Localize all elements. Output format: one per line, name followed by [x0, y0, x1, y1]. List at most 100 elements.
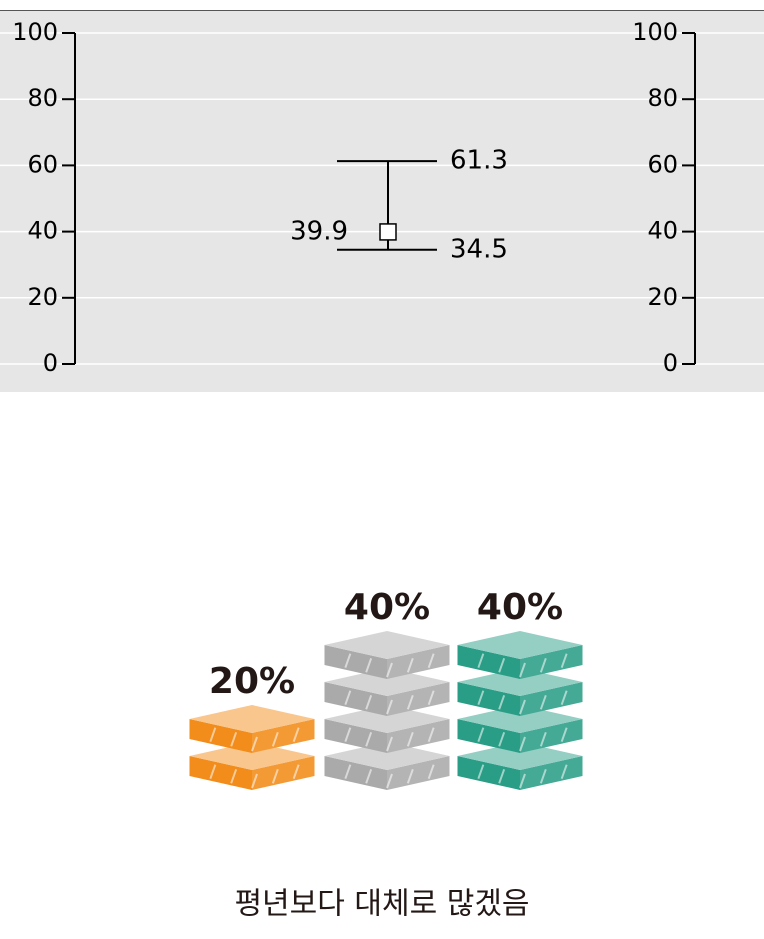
- layer-stripe: [519, 736, 526, 752]
- layer-stripe: [365, 768, 373, 784]
- y2-tick-label: 80: [647, 84, 678, 112]
- layer-front-right: [387, 756, 450, 790]
- block-layer: [457, 668, 583, 716]
- layer-stripe: [498, 731, 506, 747]
- layer-stripe: [477, 690, 485, 706]
- layer-stripe: [344, 653, 352, 669]
- layer-front-left: [324, 719, 387, 753]
- layer-stripe: [406, 768, 414, 784]
- point-marker: [379, 223, 397, 241]
- y-tick-label: 40: [27, 217, 58, 245]
- block-layer: [324, 631, 450, 679]
- layer-front-left: [189, 719, 252, 753]
- layer-front-left: [457, 682, 520, 716]
- layer-stripe: [427, 727, 435, 743]
- layer-stripe: [560, 690, 568, 706]
- value-label: 39.9: [290, 216, 348, 246]
- layer-stripe: [477, 727, 485, 743]
- value-label: 40%: [344, 587, 430, 628]
- y2-tick-label: 100: [632, 18, 678, 46]
- layer-stripe: [519, 699, 526, 715]
- layer-stripe: [519, 662, 526, 678]
- layer-front-right: [387, 645, 450, 679]
- y-tick-label: 60: [27, 150, 58, 178]
- layer-stripe: [230, 731, 238, 747]
- layer-stripe: [498, 768, 506, 784]
- value-label: 40%: [477, 587, 563, 628]
- layer-stripe: [344, 727, 352, 743]
- layer-stripe: [539, 731, 547, 747]
- layer-top: [324, 742, 450, 770]
- layer-stripe: [498, 657, 506, 673]
- y2-tick-label: 60: [647, 150, 678, 178]
- layer-stripe: [539, 657, 547, 673]
- low-label: 34.5: [450, 234, 508, 264]
- block-stack: [189, 705, 315, 790]
- layer-stripe: [365, 731, 373, 747]
- layer-stripe: [292, 727, 300, 743]
- layer-stripe: [386, 699, 393, 715]
- layer-stripe: [427, 764, 435, 780]
- layer-stripe: [386, 662, 393, 678]
- block-layer: [324, 705, 450, 753]
- layer-stripe: [560, 727, 568, 743]
- y2-tick-label: 20: [647, 283, 678, 311]
- layer-stripe: [271, 731, 279, 747]
- block-layer: [189, 705, 315, 753]
- layer-stripe: [209, 727, 217, 743]
- layer-top: [457, 631, 583, 659]
- layer-stripe: [406, 657, 414, 673]
- layer-top: [189, 705, 315, 733]
- layer-front-left: [189, 756, 252, 790]
- y-tick-label: 100: [12, 18, 58, 46]
- layer-stripe: [271, 768, 279, 784]
- layer-top: [457, 742, 583, 770]
- layer-top: [324, 631, 450, 659]
- layer-top: [457, 705, 583, 733]
- layer-front-right: [387, 719, 450, 753]
- high-label: 61.3: [450, 146, 508, 176]
- layer-front-left: [324, 756, 387, 790]
- layer-stripe: [477, 653, 485, 669]
- y2-tick-label: 0: [663, 349, 678, 377]
- layer-stripe: [406, 694, 414, 710]
- layer-front-left: [324, 682, 387, 716]
- layer-front-right: [387, 682, 450, 716]
- layer-stripe: [560, 653, 568, 669]
- block-layer: [457, 705, 583, 753]
- layer-stripe: [427, 690, 435, 706]
- layer-stripe: [365, 657, 373, 673]
- layer-stripe: [344, 764, 352, 780]
- layer-stripe: [251, 736, 258, 752]
- layer-stripe: [539, 768, 547, 784]
- layer-stripe: [251, 773, 258, 789]
- layer-stripe: [292, 764, 300, 780]
- y-tick-label: 80: [27, 84, 58, 112]
- layer-front-right: [520, 719, 583, 753]
- layer-top: [324, 705, 450, 733]
- layer-stripe: [560, 764, 568, 780]
- block-layer: [324, 742, 450, 790]
- layer-front-right: [252, 719, 315, 753]
- block-stack: [324, 631, 450, 790]
- layer-stripe: [386, 773, 393, 789]
- layer-stripe: [427, 653, 435, 669]
- value-label: 20%: [209, 661, 295, 702]
- caption: 평년보다 대체로 많겠음: [234, 887, 529, 922]
- layer-stripe: [386, 736, 393, 752]
- layer-stripe: [344, 690, 352, 706]
- layer-stripe: [209, 764, 217, 780]
- layer-front-left: [324, 645, 387, 679]
- y2-tick-label: 40: [647, 217, 678, 245]
- layer-stripe: [477, 764, 485, 780]
- layer-top: [324, 668, 450, 696]
- layer-stripe: [539, 694, 547, 710]
- layer-stripe: [365, 694, 373, 710]
- layer-front-left: [457, 719, 520, 753]
- layer-front-right: [520, 756, 583, 790]
- layer-front-left: [457, 756, 520, 790]
- layer-front-right: [520, 682, 583, 716]
- block-layer: [457, 742, 583, 790]
